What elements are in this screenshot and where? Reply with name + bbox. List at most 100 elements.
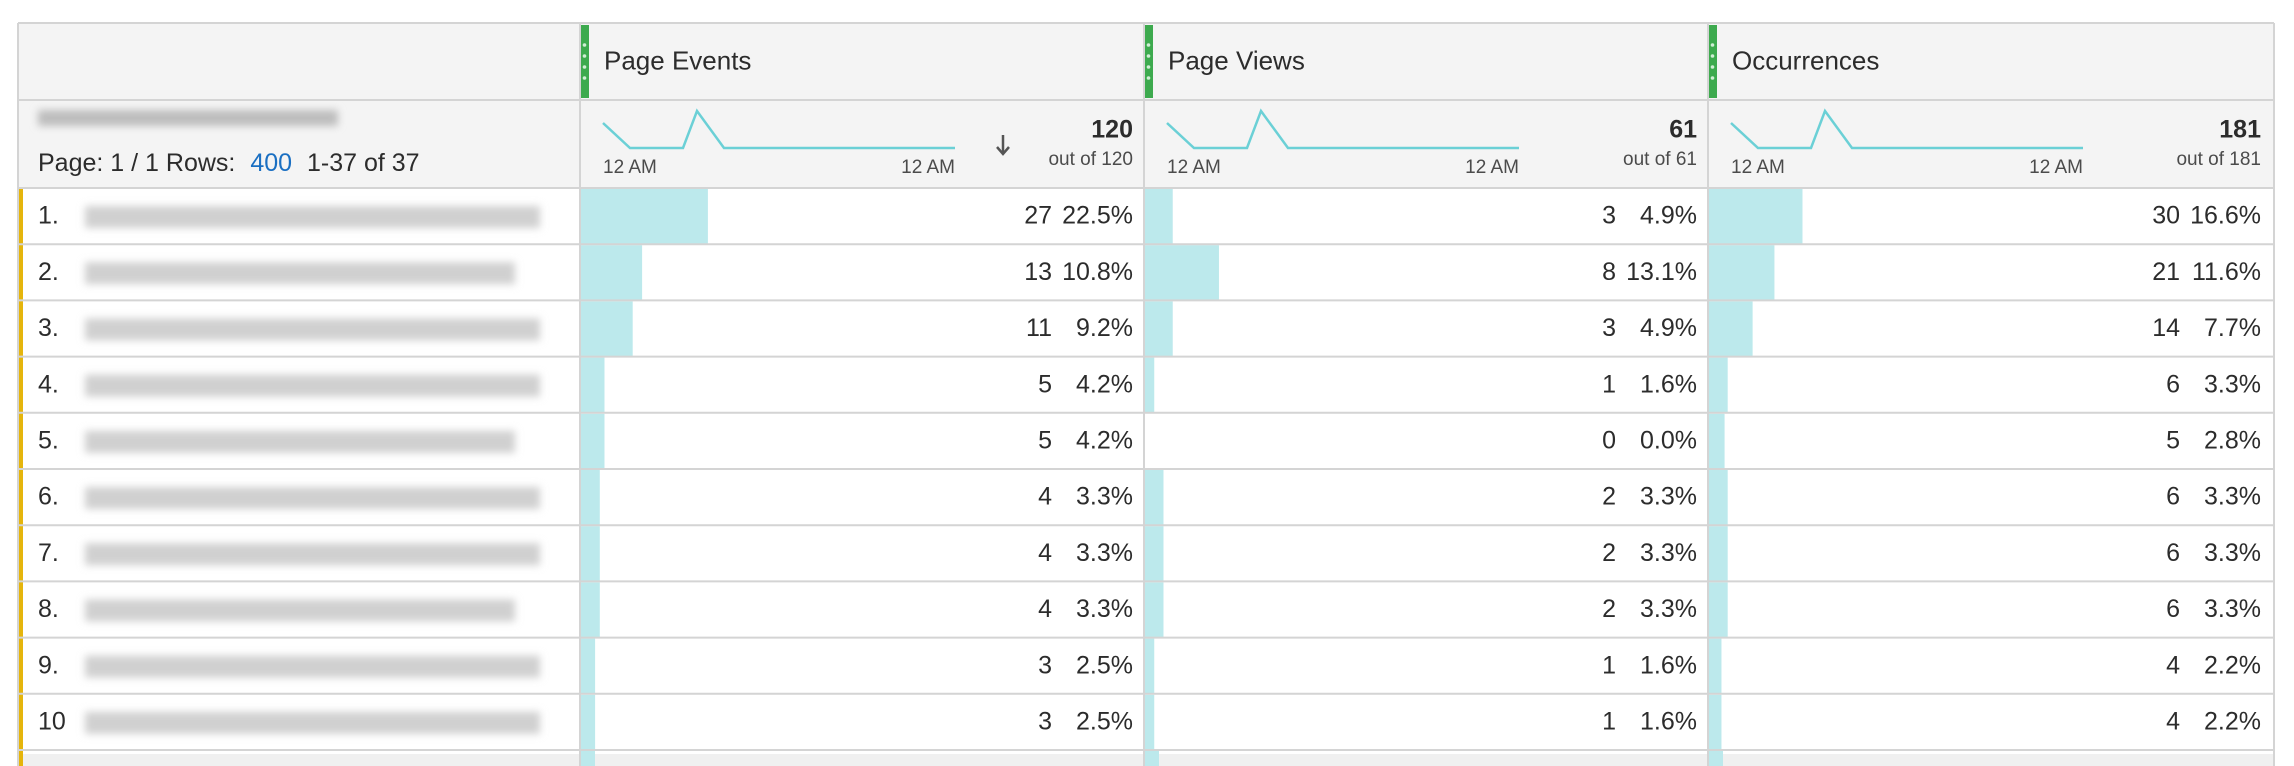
row-rank: 7. xyxy=(38,539,59,567)
handle-dot xyxy=(1710,65,1715,69)
cell-value: 3 xyxy=(1038,651,1052,679)
row-rank: 6. xyxy=(38,483,59,511)
percent-bar xyxy=(581,638,596,694)
percent-bar xyxy=(1145,470,1164,526)
percent-bar xyxy=(1709,526,1728,582)
cell-value: 13 xyxy=(1024,258,1052,286)
percent-bar xyxy=(581,694,596,750)
cell-value: 5 xyxy=(2166,427,2180,455)
percent-bar xyxy=(1709,694,1722,750)
row-rank: 1. xyxy=(38,202,59,230)
cell-value: 4 xyxy=(2166,708,2180,736)
cell-percent: 4.9% xyxy=(1640,314,1697,342)
cell-value: 21 xyxy=(2152,258,2180,286)
percent-bar xyxy=(581,301,633,357)
percent-bar xyxy=(1709,301,1753,357)
handle-dot xyxy=(1146,65,1151,69)
percent-bar xyxy=(581,357,605,413)
sparkline-axis-start: 12 AM xyxy=(1731,157,1785,178)
percent-bar xyxy=(1145,638,1155,694)
cell-percent: 3.3% xyxy=(2204,595,2261,623)
row-accent xyxy=(18,693,23,750)
cell-value: 4 xyxy=(1038,483,1052,511)
percent-bar xyxy=(1145,189,1173,245)
column-total: 181 xyxy=(2219,116,2261,144)
cell-value: 3 xyxy=(1602,202,1616,230)
cell-percent: 3.3% xyxy=(1640,595,1697,623)
cell-percent: 11.6% xyxy=(2192,258,2261,286)
percent-bar xyxy=(1709,413,1725,469)
cell-value: 6 xyxy=(2166,483,2180,511)
percent-bar xyxy=(581,470,600,526)
percent-bar xyxy=(1145,245,1219,301)
percent-bar xyxy=(1145,694,1155,750)
percent-bar xyxy=(1709,245,1775,301)
handle-dot xyxy=(1710,43,1715,47)
sparkline-axis-start: 12 AM xyxy=(1167,157,1221,178)
cell-percent: 1.6% xyxy=(1640,651,1697,679)
page-indicator: Page: 1 / 1 xyxy=(38,149,159,177)
row-rank: 5. xyxy=(38,427,59,455)
handle-dot xyxy=(1710,76,1715,80)
row-accent xyxy=(18,244,23,301)
sparkline xyxy=(1166,108,1519,150)
percent-bar xyxy=(1709,470,1728,526)
pagination: Page: 1 / 1 Rows: 400 1-37 of 37 xyxy=(38,149,420,177)
column-header[interactable]: Page Views xyxy=(1168,45,1305,75)
cell-percent: 3.3% xyxy=(1640,539,1697,567)
cell-percent: 9.2% xyxy=(1076,314,1133,342)
cell-value: 6 xyxy=(2166,595,2180,623)
cell-percent: 2.5% xyxy=(1076,651,1133,679)
cell-value: 4 xyxy=(1038,595,1052,623)
cell-value: 8 xyxy=(1602,258,1616,286)
row-accent xyxy=(18,356,23,413)
percent-bar xyxy=(1709,582,1728,638)
cell-percent: 1.6% xyxy=(1640,370,1697,398)
column-handle[interactable] xyxy=(580,25,589,98)
cell-percent: 3.3% xyxy=(2204,539,2261,567)
cell-percent: 3.3% xyxy=(1076,539,1133,567)
percent-bar xyxy=(1145,582,1164,638)
cell-percent: 3.3% xyxy=(2204,483,2261,511)
row-rank: 10 xyxy=(38,708,66,736)
handle-dot xyxy=(582,76,587,80)
cell-percent: 10.8% xyxy=(1062,258,1133,286)
bar-edge xyxy=(1709,750,1723,766)
handle-dot xyxy=(1710,54,1715,58)
row-accent xyxy=(18,469,23,526)
percent-bar xyxy=(1145,526,1164,582)
cell-percent: 3.3% xyxy=(1076,595,1133,623)
bar-edge xyxy=(1145,750,1159,766)
column-header[interactable]: Occurrences xyxy=(1732,45,1879,75)
handle-dot xyxy=(582,65,587,69)
sparkline-axis-end: 12 AM xyxy=(2029,157,2083,178)
column-handle[interactable] xyxy=(1144,25,1153,98)
cell-percent: 16.6% xyxy=(2190,202,2261,230)
cell-percent: 3.3% xyxy=(2204,370,2261,398)
column-header[interactable]: Page Events xyxy=(604,45,751,75)
handle-dot xyxy=(1146,54,1151,58)
percent-bar xyxy=(581,245,643,301)
percent-bar xyxy=(1145,357,1155,413)
sparkline-axis-end: 12 AM xyxy=(901,157,955,178)
cell-value: 5 xyxy=(1038,370,1052,398)
cell-percent: 7.7% xyxy=(2204,314,2261,342)
column-total: 61 xyxy=(1669,116,1697,144)
blurred-dimension-value xyxy=(85,599,515,622)
blurred-dimension-value xyxy=(85,262,515,285)
cell-percent: 4.9% xyxy=(1640,202,1697,230)
blurred-dimension-value xyxy=(85,374,540,397)
sort-arrow[interactable] xyxy=(996,135,1010,156)
cell-value: 4 xyxy=(1038,539,1052,567)
blurred-dimension-value xyxy=(85,655,540,678)
row-accent xyxy=(18,581,23,638)
cell-value: 1 xyxy=(1602,708,1616,736)
rows-selector[interactable]: 400 xyxy=(250,149,292,177)
column-total-label: out of 181 xyxy=(2176,149,2261,170)
cell-percent: 2.5% xyxy=(1076,708,1133,736)
blurred-dimension-value xyxy=(85,543,540,566)
cell-value: 2 xyxy=(1602,595,1616,623)
column-handle[interactable] xyxy=(1708,25,1717,98)
percent-bar xyxy=(581,526,600,582)
